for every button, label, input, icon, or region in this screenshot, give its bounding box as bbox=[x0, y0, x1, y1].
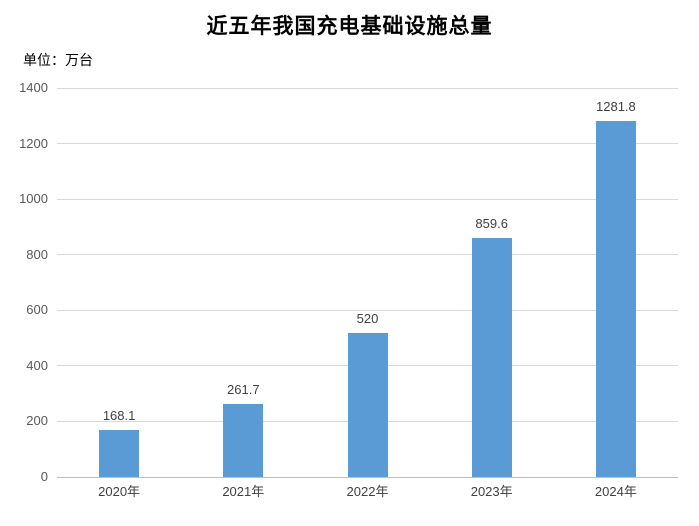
x-tick-label: 2020年 bbox=[98, 484, 141, 499]
unit-label: 单位：万台 bbox=[23, 52, 93, 68]
bar-value-label: 520 bbox=[356, 310, 379, 326]
bar bbox=[595, 120, 636, 477]
bar bbox=[99, 430, 140, 477]
x-tick-label: 2021年 bbox=[222, 484, 265, 499]
chart-title: 近五年我国充电基础设施总量 bbox=[206, 13, 493, 38]
y-tick-label: 400 bbox=[26, 357, 48, 373]
bar-value-label: 168.1 bbox=[102, 408, 136, 424]
bar bbox=[471, 238, 512, 477]
y-tick-label: 1000 bbox=[19, 191, 48, 207]
gridline bbox=[57, 143, 678, 145]
x-axis-line bbox=[57, 476, 678, 478]
y-tick-label: 1400 bbox=[19, 80, 48, 95]
bar-value-label: 261.7 bbox=[227, 382, 260, 398]
gridline bbox=[57, 198, 678, 200]
x-tick-label: 2023年 bbox=[470, 484, 513, 499]
y-tick-label: 800 bbox=[26, 246, 48, 262]
bar bbox=[347, 332, 388, 477]
bar-value-label: 1281.8 bbox=[596, 98, 636, 114]
gridline bbox=[57, 87, 678, 89]
x-tick-label: 2022年 bbox=[346, 484, 389, 499]
gridline bbox=[57, 309, 678, 311]
bar bbox=[223, 404, 264, 477]
bar-value-label: 859.6 bbox=[475, 216, 508, 232]
y-tick-label: 600 bbox=[26, 302, 48, 318]
gridline bbox=[57, 254, 678, 256]
y-tick-label: 0 bbox=[40, 469, 48, 484]
y-tick-label: 1200 bbox=[19, 135, 48, 151]
x-tick-label: 2024年 bbox=[594, 484, 637, 499]
y-tick-label: 200 bbox=[26, 413, 48, 429]
